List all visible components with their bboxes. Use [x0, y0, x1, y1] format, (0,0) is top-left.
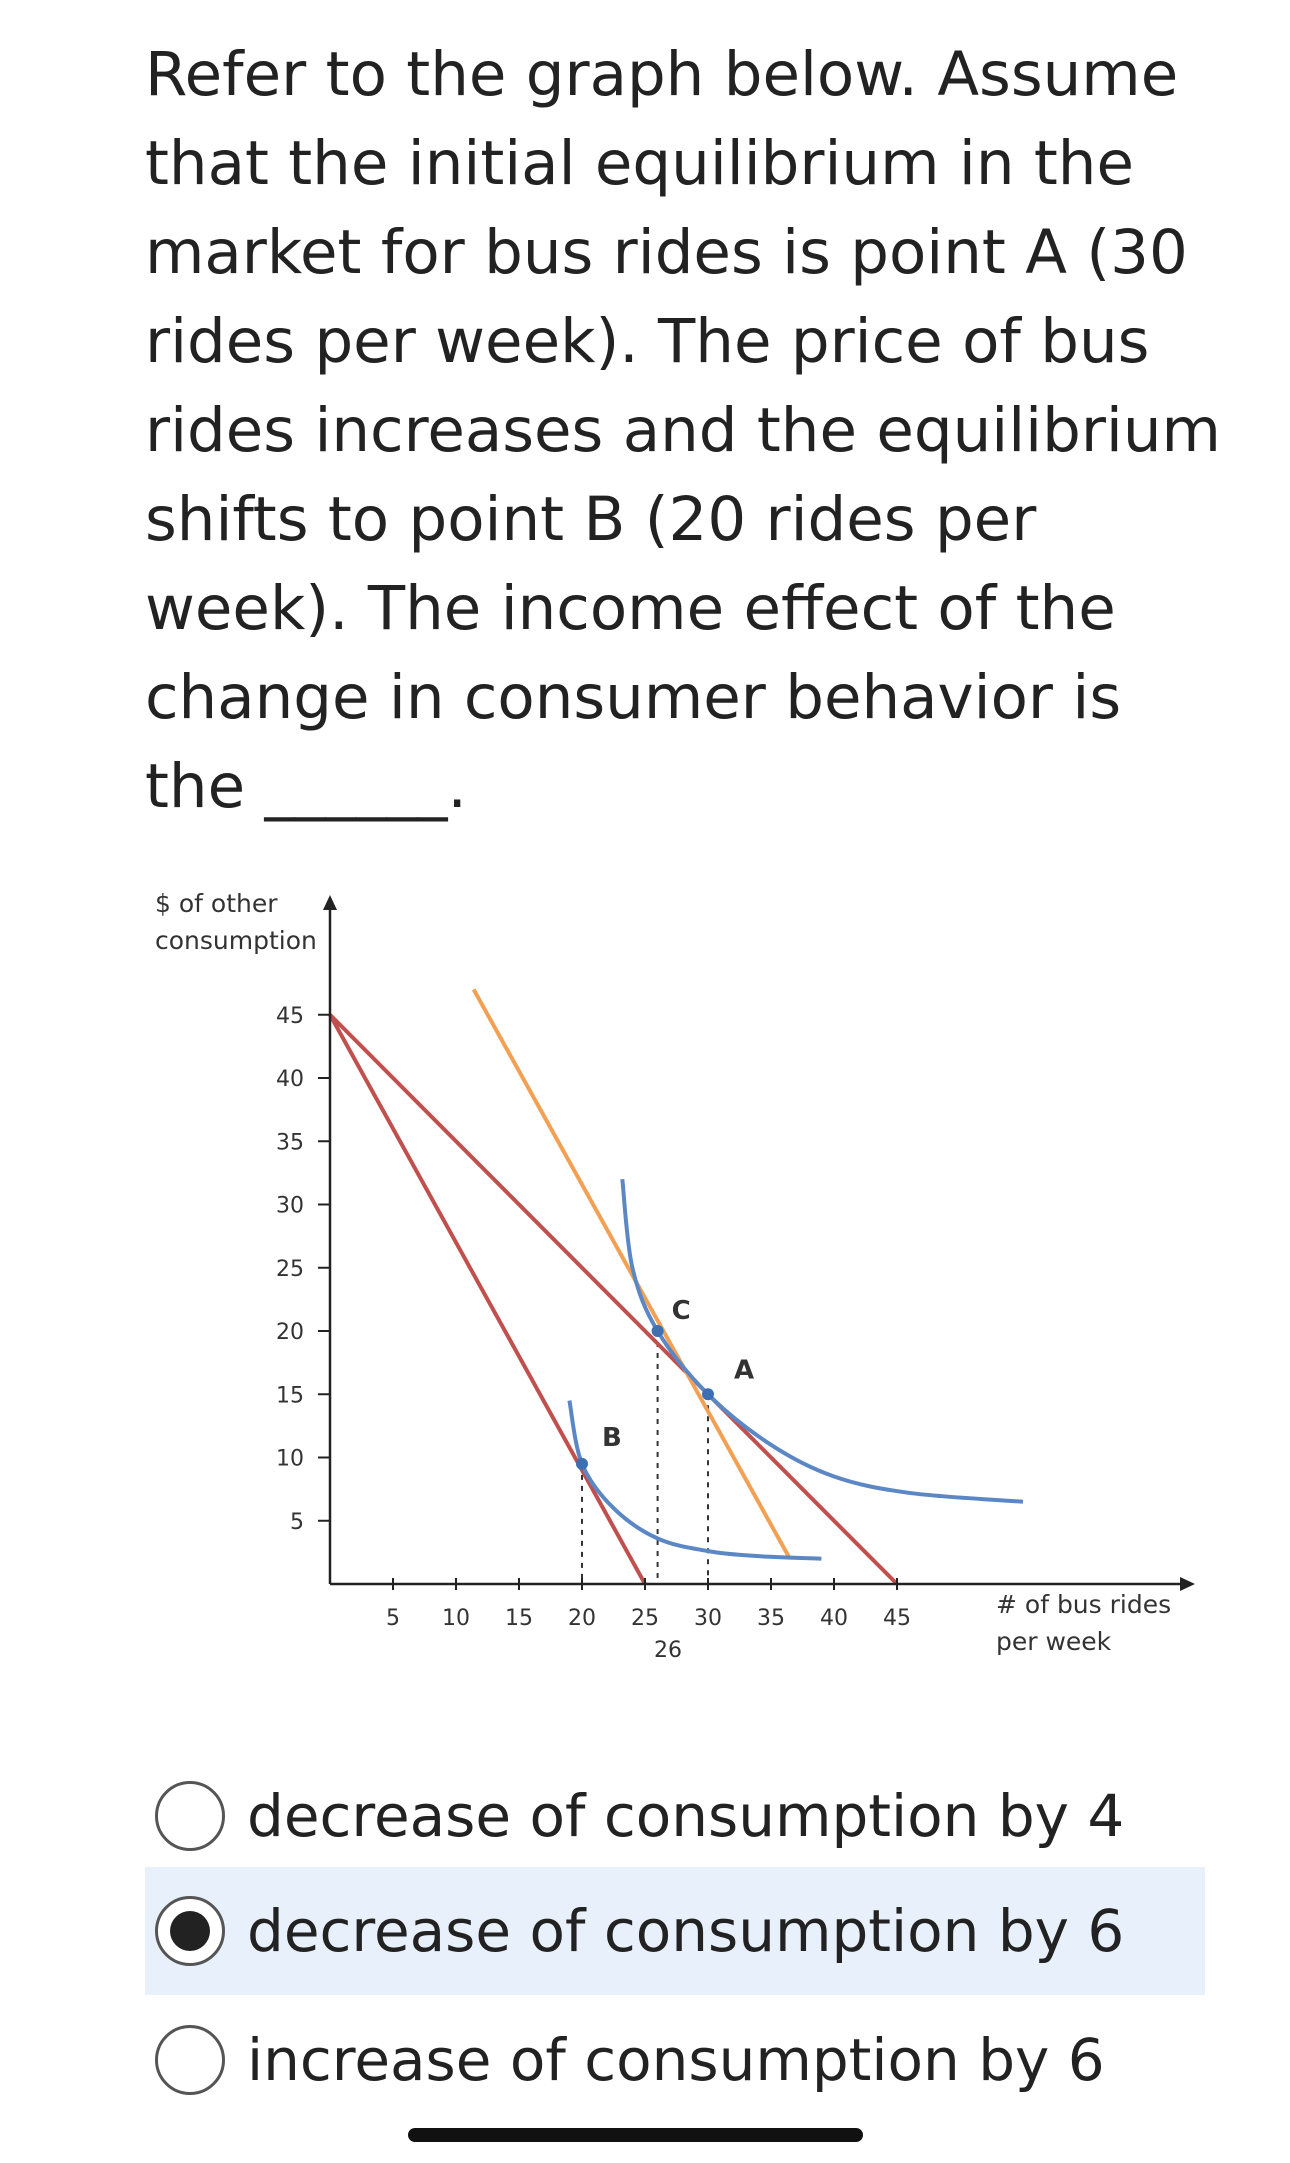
- x-axis-label-line-1: # of bus rides: [996, 1590, 1171, 1619]
- y-tick-label-30: 30: [276, 1194, 304, 1219]
- x-tick-label-15: 15: [505, 1606, 533, 1631]
- point-label-B: B: [602, 1423, 622, 1453]
- x-tick-label-45: 45: [883, 1606, 911, 1631]
- point-C: [651, 1325, 664, 1337]
- radio-button-2[interactable]: [155, 1896, 225, 1966]
- y-tick-label-45: 45: [276, 1004, 304, 1029]
- y-tick-label-35: 35: [276, 1130, 304, 1155]
- x-tick-label-35: 35: [757, 1606, 785, 1631]
- budget-line-2: [471, 988, 792, 1560]
- consumer-choice-graph: 5 10 15 20 25 30 35 40 45 45 40 35 30 25 20 15 10 5 A B C $…: [155, 889, 1195, 1663]
- answer-option-1-label: decrease of consumption by 4: [247, 1782, 1125, 1850]
- y-axis-label-line-1: $ of other: [155, 889, 278, 918]
- y-axis-label-line-2: consumption: [155, 926, 317, 955]
- answer-option-1[interactable]: decrease of consumption by 4: [145, 1752, 1205, 1880]
- x-tick-label-5: 5: [386, 1606, 400, 1631]
- y-tick-label-5: 5: [290, 1510, 304, 1535]
- x-tick-label-25: 25: [631, 1606, 659, 1631]
- point-label-A: A: [734, 1355, 754, 1385]
- answer-option-3-label: increase of consumption by 6: [247, 2026, 1105, 2094]
- question-text: Refer to the graph below. Assume that th…: [145, 39, 1221, 822]
- budget-line-1: [328, 1013, 647, 1585]
- answer-option-2-label: decrease of consumption by 6: [247, 1897, 1125, 1965]
- y-tick-label-20: 20: [276, 1320, 304, 1345]
- radio-button-3[interactable]: [155, 2025, 225, 2095]
- x-tick-label-10: 10: [442, 1606, 470, 1631]
- budget-line-0: [328, 1013, 899, 1586]
- answer-option-3[interactable]: increase of consumption by 6: [145, 1996, 1205, 2124]
- y-tick-label-15: 15: [276, 1383, 304, 1408]
- x-tick-label-26: 26: [654, 1638, 682, 1663]
- y-tick-label-25: 25: [276, 1257, 304, 1282]
- y-tick-label-10: 10: [276, 1447, 304, 1472]
- radio-button-1[interactable]: [155, 1781, 225, 1851]
- point-label-C: C: [672, 1296, 691, 1326]
- x-tick-label-30: 30: [694, 1606, 722, 1631]
- indifference-curve-0: [620, 1178, 1024, 1504]
- x-tick-label-20: 20: [568, 1606, 596, 1631]
- x-axis-label-line-2: per week: [996, 1627, 1112, 1656]
- point-B: [576, 1457, 588, 1470]
- x-axis-arrow-icon: [1180, 1577, 1195, 1591]
- y-tick-label-40: 40: [276, 1067, 304, 1092]
- x-tick-label-40: 40: [820, 1606, 848, 1631]
- radio-dot-icon: [170, 1911, 210, 1951]
- point-A: [702, 1388, 714, 1401]
- y-axis-arrow-icon: [323, 895, 337, 910]
- home-indicator: [408, 2128, 863, 2142]
- answer-option-2[interactable]: decrease of consumption by 6: [145, 1867, 1205, 1995]
